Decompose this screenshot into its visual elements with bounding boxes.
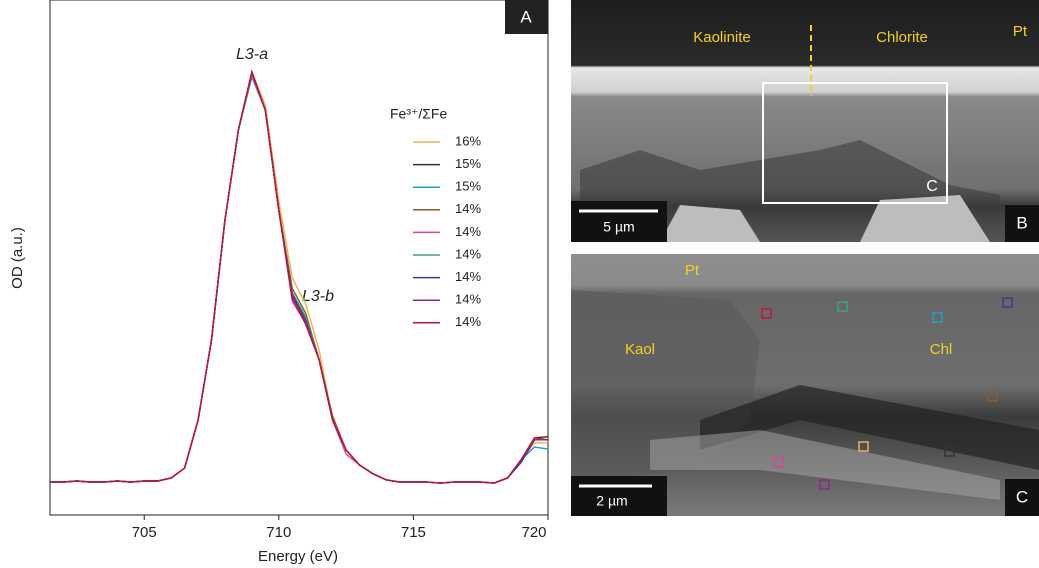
x-tick-label: 720 <box>521 524 546 541</box>
x-tick-label: 715 <box>401 524 426 541</box>
scale-bar-box <box>571 476 667 516</box>
scale-bar-label: 2 µm <box>596 493 627 509</box>
legend-label: 14% <box>455 314 481 329</box>
panel-label: C <box>1016 487 1028 506</box>
scale-bar-box <box>571 201 667 242</box>
roi <box>1002 297 1013 308</box>
x-tick-label: 705 <box>132 524 157 541</box>
annotation: L3-a <box>236 46 268 63</box>
plot-frame <box>49 0 549 516</box>
image-label: Kaol <box>625 341 655 358</box>
x-axis-label: Energy (eV) <box>258 548 338 565</box>
legend-label: 14% <box>455 292 481 307</box>
texture <box>660 195 990 242</box>
roi <box>987 391 998 402</box>
zoom-box <box>762 82 948 204</box>
legend-label: 14% <box>455 201 481 216</box>
panel-b: Kaolinite Chlorite Pt C 5 µm B <box>571 0 1039 242</box>
panel-a: A Energy (eV) OD (a.u.) L3-a L3-b Fe³⁺/Σ… <box>9 0 549 565</box>
texture <box>650 430 1000 500</box>
annotation: L3-b <box>302 288 334 305</box>
legend-label: 14% <box>455 269 481 284</box>
legend-label: 14% <box>455 246 481 261</box>
image-label: Pt <box>685 262 700 279</box>
image-label: Chlorite <box>876 29 928 46</box>
roi <box>773 457 784 468</box>
roi <box>932 312 943 323</box>
roi <box>837 301 848 312</box>
panel-label-box <box>1005 479 1039 516</box>
roi-markers <box>761 297 1013 490</box>
legend-label: 16% <box>455 133 481 148</box>
data-line <box>50 69 549 484</box>
image-label: Kaolinite <box>693 29 751 46</box>
panel-label-box <box>1005 205 1039 242</box>
panel-label-box <box>505 0 548 34</box>
x-tick-label: 710 <box>266 524 291 541</box>
texture <box>580 140 1000 205</box>
panel-label: A <box>520 7 532 26</box>
legend-label: 14% <box>455 224 481 239</box>
roi <box>858 441 869 452</box>
roi <box>819 479 830 490</box>
panel-c: Pt Kaol Chl 2 µm C <box>571 254 1039 516</box>
legend-label: 15% <box>455 179 481 194</box>
image-label: Pt <box>1013 23 1028 40</box>
scale-bar-label: 5 µm <box>603 219 634 235</box>
legend-label: 15% <box>455 156 481 171</box>
box-label: C <box>926 178 938 195</box>
panel-label: B <box>1016 213 1027 232</box>
y-axis-label: OD (a.u.) <box>9 227 26 289</box>
roi <box>944 446 955 457</box>
image-label: Chl <box>930 341 953 358</box>
roi <box>761 308 772 319</box>
legend-title: Fe³⁺/ΣFe <box>390 106 447 122</box>
